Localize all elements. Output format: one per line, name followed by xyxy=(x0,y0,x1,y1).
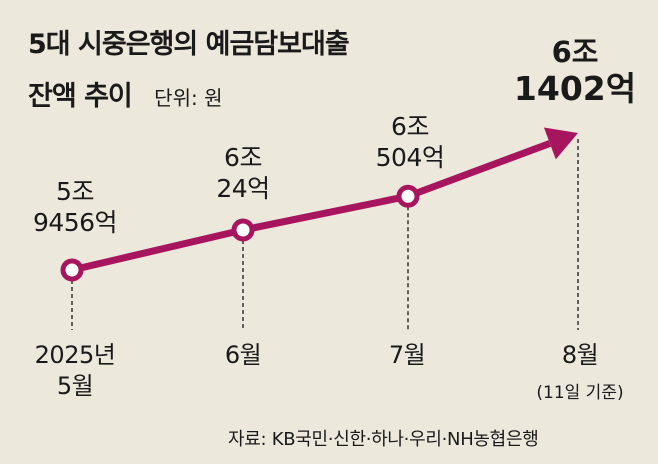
chart-title-line2: 잔액 추이 xyxy=(28,81,133,112)
value-label-may: 5조 9456억 xyxy=(25,176,125,238)
point-marker-jul xyxy=(396,184,420,208)
value-label-jul: 6조 504억 xyxy=(355,111,465,173)
unit-label: 단위: 원 xyxy=(154,86,223,110)
series-line xyxy=(71,140,552,274)
series-arrowhead xyxy=(543,127,578,160)
value-label-aug: 6조 1402억 xyxy=(500,34,650,108)
x-label-jun: 6월 xyxy=(224,341,262,369)
value-label-jun: 6조 24억 xyxy=(193,142,293,204)
chart-title-line2-wrap: 잔액 추이 단위: 원 xyxy=(28,74,222,113)
x-label-may-2: 5월 xyxy=(56,372,94,400)
value-label-jun-2: 24억 xyxy=(216,174,270,203)
point-marker-may xyxy=(60,258,84,282)
chart-title-line1: 5대 시중은행의 예금담보대출 xyxy=(28,29,350,60)
source-note: 자료: KB국민·신한·하나·우리·NH농협은행 xyxy=(228,429,539,450)
value-label-jul-1: 6조 xyxy=(391,112,429,141)
x-label-aug: 8월 xyxy=(561,341,599,369)
x-label-may-1: 2025년 xyxy=(34,341,116,369)
value-label-aug-2: 1402억 xyxy=(513,69,637,108)
x-label-aug-note: (11일 기준) xyxy=(536,383,624,403)
x-label-may: 2025년 5월 xyxy=(20,340,130,402)
value-label-jul-2: 504억 xyxy=(375,143,445,172)
value-label-aug-1: 6조 xyxy=(551,35,599,69)
point-marker-jun xyxy=(231,218,255,242)
value-label-may-1: 5조 xyxy=(56,177,94,206)
value-label-may-2: 9456억 xyxy=(32,208,118,237)
x-label-jul: 7월 xyxy=(388,341,426,369)
value-label-jun-1: 6조 xyxy=(224,143,262,172)
